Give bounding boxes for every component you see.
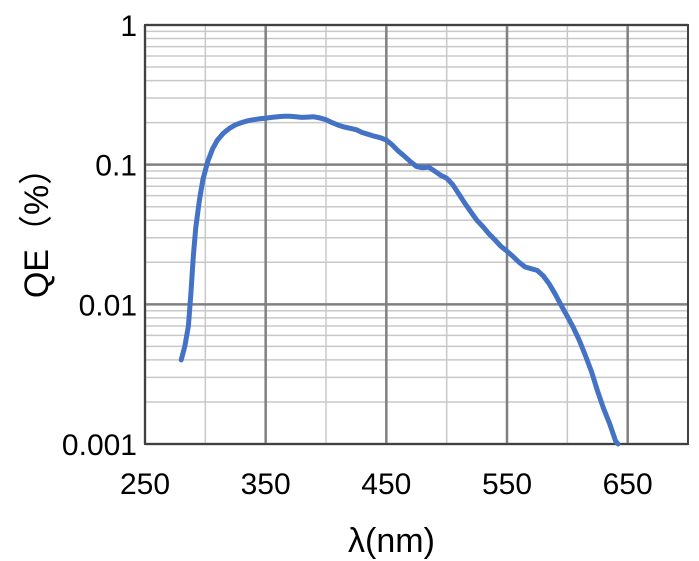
- x-tick-label: 550: [482, 468, 532, 501]
- series-layer: [178, 113, 621, 447]
- y-tick-label: 1: [120, 10, 137, 43]
- x-tick-label: 650: [603, 468, 653, 501]
- y-tick-label: 0.1: [95, 150, 137, 183]
- plot-area-border: [144, 24, 689, 445]
- x-tick-label: 350: [241, 468, 291, 501]
- minor-gridlines: [145, 25, 688, 444]
- major-gridlines: [143, 23, 688, 446]
- y-tick-labels: 0.001 0.01 0.1 1: [62, 10, 137, 462]
- y-axis-title: QE（%）: [18, 151, 56, 298]
- y-tick-label: 0.01: [79, 289, 137, 322]
- x-tick-label: 250: [120, 468, 170, 501]
- y-tick-label: 0.001: [62, 429, 137, 462]
- x-tick-label: 450: [361, 468, 411, 501]
- x-tick-labels: 250 350 450 550 650: [120, 468, 653, 501]
- x-axis-title: λ(nm): [348, 522, 435, 560]
- qe-series-line: [178, 113, 621, 447]
